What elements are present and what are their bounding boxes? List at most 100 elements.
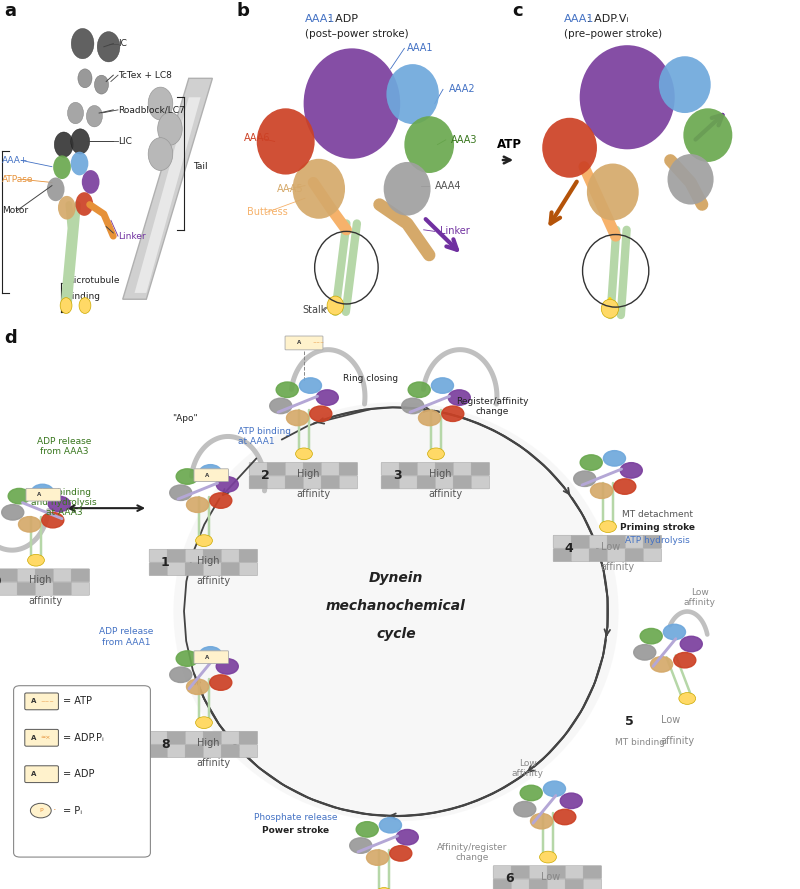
Text: ≈×: ≈× (41, 735, 51, 741)
Text: = ATP: = ATP (63, 696, 92, 707)
Text: Low: Low (541, 872, 560, 882)
Circle shape (663, 624, 686, 640)
Circle shape (195, 535, 213, 547)
FancyBboxPatch shape (194, 469, 229, 482)
Circle shape (53, 156, 71, 179)
Text: "Apo": "Apo" (172, 414, 198, 423)
Text: a: a (4, 2, 16, 20)
FancyBboxPatch shape (14, 685, 150, 857)
Text: P: P (39, 808, 42, 813)
FancyBboxPatch shape (607, 535, 626, 549)
FancyBboxPatch shape (186, 563, 203, 576)
Circle shape (390, 845, 412, 861)
Circle shape (78, 68, 92, 88)
Circle shape (71, 129, 90, 154)
Circle shape (67, 102, 83, 124)
Circle shape (404, 116, 454, 173)
Circle shape (530, 813, 553, 829)
Text: Buttress: Buttress (247, 207, 288, 218)
Text: 8: 8 (161, 738, 170, 751)
Text: c: c (512, 2, 522, 20)
Text: ~~~: ~~~ (41, 699, 54, 704)
FancyBboxPatch shape (167, 745, 186, 757)
FancyBboxPatch shape (239, 563, 258, 576)
Text: AAA6: AAA6 (244, 133, 270, 143)
FancyBboxPatch shape (0, 569, 18, 581)
Text: ATP: ATP (497, 138, 522, 150)
Circle shape (580, 455, 602, 470)
FancyBboxPatch shape (607, 549, 626, 562)
FancyBboxPatch shape (554, 535, 571, 549)
Circle shape (257, 108, 314, 174)
FancyBboxPatch shape (399, 462, 418, 476)
FancyBboxPatch shape (18, 569, 35, 581)
Circle shape (542, 117, 597, 178)
FancyBboxPatch shape (303, 462, 322, 476)
Text: = ADP: = ADP (63, 769, 94, 779)
Text: AAA1: AAA1 (564, 13, 594, 24)
Text: AAA1: AAA1 (305, 13, 335, 24)
FancyBboxPatch shape (626, 535, 643, 549)
FancyBboxPatch shape (453, 476, 471, 489)
FancyBboxPatch shape (626, 549, 643, 562)
Circle shape (384, 162, 430, 216)
Circle shape (408, 382, 430, 397)
Text: Roadblock/LC7: Roadblock/LC7 (118, 106, 185, 115)
Circle shape (442, 406, 464, 421)
Text: Dynein: Dynein (369, 571, 423, 585)
FancyBboxPatch shape (643, 535, 662, 549)
Text: A: A (37, 493, 41, 497)
Circle shape (603, 451, 626, 466)
Circle shape (396, 829, 418, 845)
Circle shape (386, 64, 439, 124)
Text: = Pᵢ: = Pᵢ (63, 805, 82, 815)
Text: High: High (429, 469, 451, 479)
Circle shape (47, 178, 65, 201)
Circle shape (18, 517, 41, 532)
FancyBboxPatch shape (565, 866, 583, 878)
Text: affinity: affinity (197, 576, 231, 586)
FancyBboxPatch shape (418, 462, 435, 476)
FancyBboxPatch shape (221, 563, 239, 576)
Circle shape (299, 378, 322, 393)
Text: affinity: affinity (429, 489, 463, 499)
FancyBboxPatch shape (0, 582, 18, 596)
Circle shape (82, 170, 99, 194)
FancyBboxPatch shape (149, 549, 167, 562)
Text: 9: 9 (0, 575, 2, 589)
Text: (post–power stroke): (post–power stroke) (305, 29, 409, 39)
Circle shape (75, 192, 93, 216)
FancyBboxPatch shape (149, 732, 167, 744)
FancyBboxPatch shape (53, 582, 71, 596)
Text: (pre–power stroke): (pre–power stroke) (564, 29, 662, 39)
FancyBboxPatch shape (547, 879, 566, 889)
FancyBboxPatch shape (339, 476, 358, 489)
Circle shape (304, 48, 400, 159)
Circle shape (71, 28, 94, 59)
FancyBboxPatch shape (511, 866, 530, 878)
FancyBboxPatch shape (285, 476, 303, 489)
Text: High: High (29, 575, 51, 585)
Circle shape (580, 45, 674, 149)
Text: High: High (197, 738, 219, 748)
FancyBboxPatch shape (35, 582, 54, 596)
Circle shape (679, 693, 696, 704)
Circle shape (520, 785, 542, 801)
Text: affinity: affinity (29, 596, 63, 605)
Circle shape (316, 390, 338, 405)
Text: mechanochemical: mechanochemical (326, 599, 466, 613)
Text: High: High (197, 556, 219, 565)
Text: Stalk: Stalk (302, 305, 326, 316)
Circle shape (210, 675, 232, 690)
FancyBboxPatch shape (382, 462, 399, 476)
Text: Tail: Tail (194, 162, 208, 172)
Text: Linker: Linker (440, 227, 470, 236)
Circle shape (650, 657, 673, 672)
FancyBboxPatch shape (382, 476, 399, 489)
Text: 6: 6 (505, 872, 514, 885)
FancyBboxPatch shape (554, 549, 571, 562)
FancyBboxPatch shape (167, 732, 186, 744)
Circle shape (640, 629, 662, 644)
Circle shape (602, 300, 618, 318)
FancyBboxPatch shape (186, 732, 203, 744)
